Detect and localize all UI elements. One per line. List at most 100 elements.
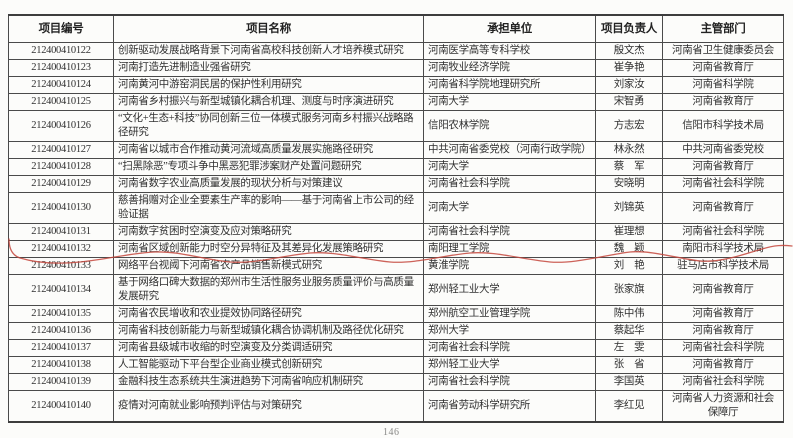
leader-cell: 方志宏 <box>595 110 663 142</box>
project-id-cell: 212400410122 <box>8 42 114 60</box>
department-cell: 河南省社会科学院 <box>662 373 784 391</box>
leader-cell: 安晓明 <box>595 175 663 193</box>
leader-cell: 蔡 军 <box>595 158 663 176</box>
organization-cell: 河南省社会科学院 <box>423 373 596 391</box>
project-id-cell: 212400410127 <box>8 141 114 159</box>
leader-cell: 李红见 <box>595 390 663 423</box>
organization-cell: 河南省科学院地理研究所 <box>423 76 596 94</box>
project-name-cell: 河南打造先进制造业强省研究 <box>113 59 424 77</box>
organization-cell: 郑州航空工业管理学院 <box>423 305 596 323</box>
organization-cell: 南阳理工学院 <box>423 240 596 258</box>
project-name-cell: 河南省科技创新能力与新型城镇化耦合协调机制及路径优化研究 <box>113 322 424 340</box>
table-row: 212400410123 河南打造先进制造业强省研究 河南牧业经济学院 崔争艳 … <box>8 59 784 77</box>
organization-cell: 信阳农林学院 <box>423 110 596 142</box>
table-header: 项目编号 项目名称 承担单位 项目负责人 主管部门 <box>8 14 784 43</box>
department-cell: 河南省教育厅 <box>662 158 784 176</box>
project-name-cell: 河南省以城市合作推动黄河流域高质量发展实施路径研究 <box>113 141 424 159</box>
project-id-cell: 212400410123 <box>8 59 114 77</box>
department-cell: 信阳市科学技术局 <box>662 110 784 142</box>
column-header-project-id: 项目编号 <box>8 14 114 43</box>
table-row: 212400410130 慈善捐赠对企业全要素生产率的影响——基于河南省上市公司… <box>8 192 784 224</box>
leader-cell: 林永然 <box>595 141 663 159</box>
organization-cell: 黄淮学院 <box>423 257 596 275</box>
department-cell: 河南省社会科学院 <box>662 339 784 357</box>
table-body: 212400410122 创新驱动发展战略背景下河南省高校科技创新人才培养模式研… <box>8 42 784 423</box>
project-name-cell: “扫黑除恶”专项斗争中黑恶犯罪涉案财产处置问题研究 <box>113 158 424 176</box>
table-row: 212400410131 河南数字贫困时空演变及应对策略研究 河南省社会科学院 … <box>8 223 784 241</box>
project-name-cell: 慈善捐赠对企业全要素生产率的影响——基于河南省上市公司的经验证据 <box>113 192 424 224</box>
department-cell: 南阳市科学技术局 <box>662 240 784 258</box>
project-id-cell: 212400410138 <box>8 356 114 374</box>
leader-cell: 崔理想 <box>595 223 663 241</box>
department-cell: 驻马店市科学技术局 <box>662 257 784 275</box>
project-name-cell: 河南黄河中游窑洞民居的保护性利用研究 <box>113 76 424 94</box>
organization-cell: 河南大学 <box>423 158 596 176</box>
project-id-cell: 212400410126 <box>8 110 114 142</box>
table-row: 212400410128 “扫黑除恶”专项斗争中黑恶犯罪涉案财产处置问题研究 河… <box>8 158 784 176</box>
organization-cell: 河南大学 <box>423 93 596 111</box>
project-name-cell: 人工智能驱动下平台型企业商业模式创新研究 <box>113 356 424 374</box>
column-header-project-name: 项目名称 <box>113 14 424 43</box>
column-header-department: 主管部门 <box>662 14 784 43</box>
project-id-cell: 212400410139 <box>8 373 114 391</box>
project-name-cell: 网络平台视阈下河南省农产品销售新模式研究 <box>113 257 424 275</box>
table-row: 212400410133 网络平台视阈下河南省农产品销售新模式研究 黄淮学院 刘… <box>8 257 784 275</box>
table-row: 212400410138 人工智能驱动下平台型企业商业模式创新研究 郑州轻工业大… <box>8 356 784 374</box>
department-cell: 河南省社会科学院 <box>662 223 784 241</box>
project-id-cell: 212400410131 <box>8 223 114 241</box>
projects-table: 项目编号 项目名称 承担单位 项目负责人 主管部门 212400410122 创… <box>8 14 784 423</box>
project-id-cell: 212400410136 <box>8 322 114 340</box>
leader-cell: 魏 颖 <box>595 240 663 258</box>
project-id-cell: 212400410135 <box>8 305 114 323</box>
project-name-cell: 河南省区域创新能力时空分异特征及其差异化发展策略研究 <box>113 240 424 258</box>
organization-cell: 河南医学高等专科学校 <box>423 42 596 60</box>
leader-cell: 刘锦英 <box>595 192 663 224</box>
project-id-cell: 212400410124 <box>8 76 114 94</box>
leader-cell: 崔争艳 <box>595 59 663 77</box>
header-row: 项目编号 项目名称 承担单位 项目负责人 主管部门 <box>8 14 784 43</box>
table-row: 212400410140 疫情对河南就业影响预判评估与对策研究 河南省劳动科学研… <box>8 390 784 423</box>
project-id-cell: 212400410140 <box>8 390 114 423</box>
department-cell: 河南省教育厅 <box>662 59 784 77</box>
department-cell: 河南省教育厅 <box>662 356 784 374</box>
organization-cell: 郑州轻工业大学 <box>423 356 596 374</box>
page-number: 146 <box>383 427 400 438</box>
table-row: 212400410137 河南省县级城市收缩的时空演变及分类调适研究 河南省社会… <box>8 339 784 357</box>
leader-cell: 李国英 <box>595 373 663 391</box>
department-cell: 河南省社会科学院 <box>662 175 784 193</box>
table-row: 212400410136 河南省科技创新能力与新型城镇化耦合协调机制及路径优化研… <box>8 322 784 340</box>
project-name-cell: 河南省数字农业高质量发展的现状分析与对策建议 <box>113 175 424 193</box>
project-name-cell: 创新驱动发展战略背景下河南省高校科技创新人才培养模式研究 <box>113 42 424 60</box>
table-row: 212400410125 河南省乡村振兴与新型城镇化耦合机理、测度与时序演进研究… <box>8 93 784 111</box>
department-cell: 河南省卫生健康委员会 <box>662 42 784 60</box>
leader-cell: 左 雯 <box>595 339 663 357</box>
department-cell: 河南省教育厅 <box>662 305 784 323</box>
leader-cell: 刘 艳 <box>595 257 663 275</box>
organization-cell: 河南大学 <box>423 192 596 224</box>
project-name-cell: “文化+生态+科技”协同创新三位一体模式服务河南乡村振兴战略路径研究 <box>113 110 424 142</box>
table-row: 212400410129 河南省数字农业高质量发展的现状分析与对策建议 河南省社… <box>8 175 784 193</box>
organization-cell: 河南省社会科学院 <box>423 175 596 193</box>
department-cell: 河南省人力资源和社会保障厅 <box>662 390 784 423</box>
organization-cell: 河南牧业经济学院 <box>423 59 596 77</box>
project-id-cell: 212400410132 <box>8 240 114 258</box>
project-id-cell: 212400410125 <box>8 93 114 111</box>
organization-cell: 郑州轻工业大学 <box>423 274 596 306</box>
leader-cell: 陈中伟 <box>595 305 663 323</box>
leader-cell: 殷文杰 <box>595 42 663 60</box>
project-name-cell: 疫情对河南就业影响预判评估与对策研究 <box>113 390 424 423</box>
organization-cell: 中共河南省委党校（河南行政学院） <box>423 141 596 159</box>
organization-cell: 河南省劳动科学研究所 <box>423 390 596 423</box>
department-cell: 河南省教育厅 <box>662 192 784 224</box>
leader-cell: 刘家汝 <box>595 76 663 94</box>
project-name-cell: 河南省县级城市收缩的时空演变及分类调适研究 <box>113 339 424 357</box>
table-row: 212400410139 金融科技生态系统共生演进趋势下河南省响应机制研究 河南… <box>8 373 784 391</box>
project-id-cell: 212400410128 <box>8 158 114 176</box>
project-name-cell: 河南省农民增收和农业提效协同路径研究 <box>113 305 424 323</box>
table-row: 212400410126 “文化+生态+科技”协同创新三位一体模式服务河南乡村振… <box>8 110 784 142</box>
department-cell: 河南省教育厅 <box>662 274 784 306</box>
table-row: 212400410127 河南省以城市合作推动黄河流域高质量发展实施路径研究 中… <box>8 141 784 159</box>
column-header-organization: 承担单位 <box>423 14 596 43</box>
table-row: 212400410124 河南黄河中游窑洞民居的保护性利用研究 河南省科学院地理… <box>8 76 784 94</box>
